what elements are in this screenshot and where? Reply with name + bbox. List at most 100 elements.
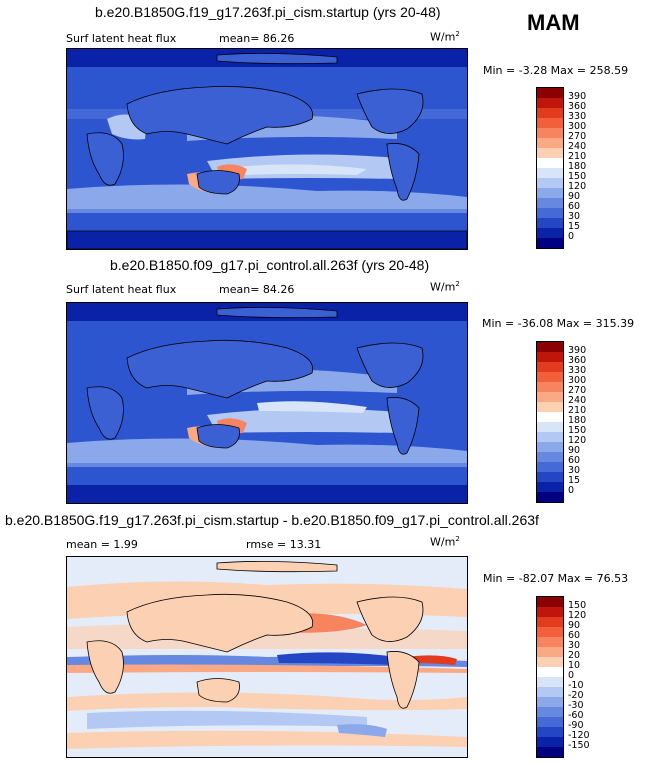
colorbar-tick-label: 360 (568, 355, 587, 366)
colorbar-tick-label: 60 (568, 455, 581, 466)
panel-2-minmax: Min = -36.08 Max = 315.39 (482, 317, 635, 330)
colorbar-tick-label: 10 (568, 660, 581, 671)
panel-1-colorbar (536, 87, 564, 249)
colorbar-swatch (537, 462, 563, 472)
colorbar-swatch (537, 667, 563, 677)
panel-2-colorbar (536, 341, 564, 503)
colorbar-swatch (537, 158, 563, 168)
colorbar-tick-label: 330 (568, 111, 587, 122)
colorbar-tick-label: 210 (568, 151, 587, 162)
panel-2-variable: Surf latent heat flux (66, 283, 177, 296)
colorbar-tick-label: 210 (568, 405, 587, 416)
colorbar-swatch (537, 238, 563, 248)
colorbar-tick-label: 240 (568, 141, 587, 152)
colorbar-swatch (537, 747, 563, 757)
colorbar-swatch (537, 382, 563, 392)
panel-1-map-svg (67, 49, 467, 249)
colorbar-swatch (537, 148, 563, 158)
colorbar-tick-label: 0 (568, 231, 575, 242)
colorbar-tick-label: 30 (568, 640, 581, 651)
panel-3-title: b.e20.B1850G.f19_g17.263f.pi_cism.startu… (5, 512, 539, 528)
panel-2-map (66, 302, 468, 504)
colorbar-swatch (537, 432, 563, 442)
colorbar-tick-label: -20 (568, 690, 584, 701)
colorbar-tick-label: 270 (568, 131, 587, 142)
colorbar-tick-label: -10 (568, 680, 584, 691)
colorbar-swatch (537, 422, 563, 432)
colorbar-tick-label: 180 (568, 415, 587, 426)
colorbar-tick-label: -150 (568, 740, 590, 751)
colorbar-tick-label: 0 (568, 670, 575, 681)
colorbar-tick-label: 30 (568, 211, 581, 222)
colorbar-tick-label: 360 (568, 101, 587, 112)
colorbar-swatch (537, 128, 563, 138)
colorbar-swatch (537, 342, 563, 352)
colorbar-swatch (537, 687, 563, 697)
colorbar-swatch (537, 168, 563, 178)
colorbar-tick-label: 90 (568, 620, 581, 631)
colorbar-tick-label: 15 (568, 475, 581, 486)
colorbar-swatch (537, 442, 563, 452)
colorbar-swatch (537, 737, 563, 747)
colorbar-tick-label: -120 (568, 730, 590, 741)
colorbar-swatch (537, 647, 563, 657)
colorbar-swatch (537, 98, 563, 108)
panel-3-units: W/m2 (430, 535, 460, 549)
colorbar-tick-label: 330 (568, 365, 587, 376)
panel-3-colorbar (536, 596, 564, 758)
colorbar-tick-label: 240 (568, 395, 587, 406)
panel-3-map-svg (67, 557, 467, 757)
panel-3-minmax: Min = -82.07 Max = 76.53 (483, 572, 629, 585)
colorbar-tick-label: 390 (568, 345, 587, 356)
colorbar-swatch (537, 452, 563, 462)
colorbar-tick-label: -60 (568, 710, 584, 721)
colorbar-swatch (537, 657, 563, 667)
colorbar-tick-label: 270 (568, 385, 587, 396)
colorbar-swatch (537, 727, 563, 737)
colorbar-tick-label: 15 (568, 221, 581, 232)
colorbar-tick-label: 390 (568, 91, 587, 102)
colorbar-swatch (537, 218, 563, 228)
colorbar-swatch (537, 138, 563, 148)
colorbar-swatch (537, 352, 563, 362)
colorbar-tick-label: 300 (568, 375, 587, 386)
colorbar-swatch (537, 627, 563, 637)
panel-1-units: W/m2 (430, 30, 460, 44)
colorbar-tick-label: 150 (568, 425, 587, 436)
panel-1-minmax: Min = -3.28 Max = 258.59 (483, 64, 629, 77)
panel-1-title: b.e20.B1850G.f19_g17.263f.pi_cism.startu… (95, 4, 441, 20)
colorbar-swatch (537, 607, 563, 617)
colorbar-swatch (537, 412, 563, 422)
colorbar-swatch (537, 402, 563, 412)
colorbar-tick-label: 300 (568, 121, 587, 132)
panel-2-title: b.e20.B1850.f09_g17.pi_control.all.263f … (110, 257, 430, 273)
colorbar-tick-label: 120 (568, 181, 587, 192)
panel-2-units: W/m2 (430, 280, 460, 294)
colorbar-tick-label: 180 (568, 161, 587, 172)
colorbar-swatch (537, 677, 563, 687)
colorbar-swatch (537, 88, 563, 98)
colorbar-tick-label: 120 (568, 610, 587, 621)
colorbar-tick-label: 0 (568, 485, 575, 496)
colorbar-swatch (537, 492, 563, 502)
colorbar-swatch (537, 188, 563, 198)
colorbar-tick-label: 60 (568, 201, 581, 212)
panel-1-map (66, 48, 468, 250)
colorbar-swatch (537, 362, 563, 372)
panel-3-mean: mean = 1.99 (66, 538, 138, 551)
colorbar-swatch (537, 178, 563, 188)
colorbar-swatch (537, 717, 563, 727)
colorbar-tick-label: -90 (568, 720, 584, 731)
colorbar-swatch (537, 118, 563, 128)
colorbar-swatch (537, 472, 563, 482)
colorbar-swatch (537, 228, 563, 238)
colorbar-tick-label: 120 (568, 435, 587, 446)
colorbar-tick-label: 90 (568, 445, 581, 456)
colorbar-swatch (537, 482, 563, 492)
colorbar-swatch (537, 198, 563, 208)
colorbar-tick-label: 20 (568, 650, 581, 661)
colorbar-tick-label: 90 (568, 191, 581, 202)
season-label: MAM (527, 10, 580, 35)
colorbar-swatch (537, 208, 563, 218)
colorbar-tick-label: -30 (568, 700, 584, 711)
